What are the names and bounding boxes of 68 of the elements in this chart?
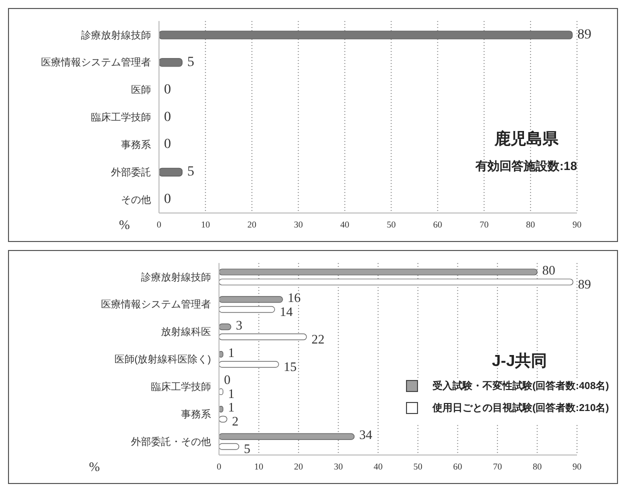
y-tick-label: 医療情報システム管理者 [101, 298, 211, 311]
y-tick-label: 医師 [131, 84, 151, 96]
x-tick-label: 10 [254, 461, 264, 472]
data-label: 1 [228, 400, 234, 415]
x-tick-label: 40 [374, 461, 384, 472]
y-tick-label: 事務系 [181, 408, 211, 420]
data-label: 14 [280, 304, 294, 319]
data-label: 0 [164, 82, 171, 98]
data-label: 3 [236, 317, 242, 332]
y-tick-label: その他 [121, 194, 151, 206]
x-tick-label: 0 [216, 461, 222, 472]
data-label: 5 [244, 441, 250, 456]
bar [218, 334, 307, 340]
bar [218, 296, 283, 303]
data-label: 89 [577, 28, 592, 42]
x-axis-title: % [119, 217, 130, 233]
y-tick-label: 臨床工学技師 [91, 112, 151, 124]
text: 有効回答施設数:18 [476, 158, 577, 175]
data-label: 34 [359, 427, 373, 442]
x-tick-label: 80 [532, 461, 542, 472]
y-tick-label: 臨床工学技師 [151, 380, 211, 393]
data-label: 1 [228, 386, 234, 402]
x-tick-label: 40 [340, 219, 350, 230]
x-tick-label: 70 [492, 461, 502, 472]
data-label: 0 [224, 372, 230, 388]
bar [218, 360, 279, 368]
x-tick-label: 50 [386, 219, 396, 230]
legend-label: 受入試験・不変性試験(回答者数:408名) [432, 379, 609, 393]
data-label: 2 [232, 414, 238, 429]
y-tick-label: 医療情報システム管理者 [41, 56, 151, 69]
bar [218, 306, 275, 313]
x-axis-title: % [89, 459, 100, 475]
bar [218, 278, 574, 286]
x-tick-label: 50 [413, 461, 423, 472]
y-tick-label: 外部委託・その他 [131, 436, 211, 448]
x-tick-label: 80 [526, 219, 536, 230]
x-tick-label: 0 [156, 219, 162, 230]
x-tick-label: 30 [294, 219, 304, 230]
x-tick-label: 30 [334, 461, 344, 472]
y-tick-label: 外部委託 [111, 166, 151, 178]
y-tick-label: 医師(放射線科医除く) [114, 354, 211, 366]
text: 使用日ごとの目視試験(回答者数:210名) [432, 402, 609, 415]
data-label: 15 [284, 358, 297, 374]
y-tick-label: 診療放射線技師 [81, 29, 151, 42]
x-tick-label: 90 [572, 219, 582, 230]
data-label: 0 [164, 110, 171, 125]
data-label: 22 [312, 331, 325, 346]
text: 鹿児島県 [493, 129, 560, 150]
data-label: 80 [542, 262, 556, 278]
x-tick-label: 90 [572, 461, 582, 472]
x-tick-label: 60 [433, 219, 443, 230]
data-label: 0 [164, 192, 171, 208]
data-label: 1 [228, 344, 234, 360]
y-tick-label: 放射線科医 [161, 326, 211, 338]
data-label: 16 [288, 290, 302, 305]
x-tick-label: 20 [294, 461, 304, 472]
x-tick-label: 60 [453, 461, 463, 472]
data-label: 5 [187, 54, 194, 70]
x-tick-label: 70 [480, 219, 490, 230]
data-label: 5 [187, 164, 194, 180]
bar [218, 443, 240, 450]
x-tick-label: 10 [200, 219, 210, 230]
y-tick-label: 事務系 [121, 138, 151, 151]
data-label: 89 [578, 276, 592, 292]
y-tick-label: 診療放射線技師 [141, 271, 211, 284]
x-tick-label: 20 [247, 219, 257, 230]
data-label: 0 [164, 137, 171, 152]
text: J-J共同 [492, 352, 547, 372]
